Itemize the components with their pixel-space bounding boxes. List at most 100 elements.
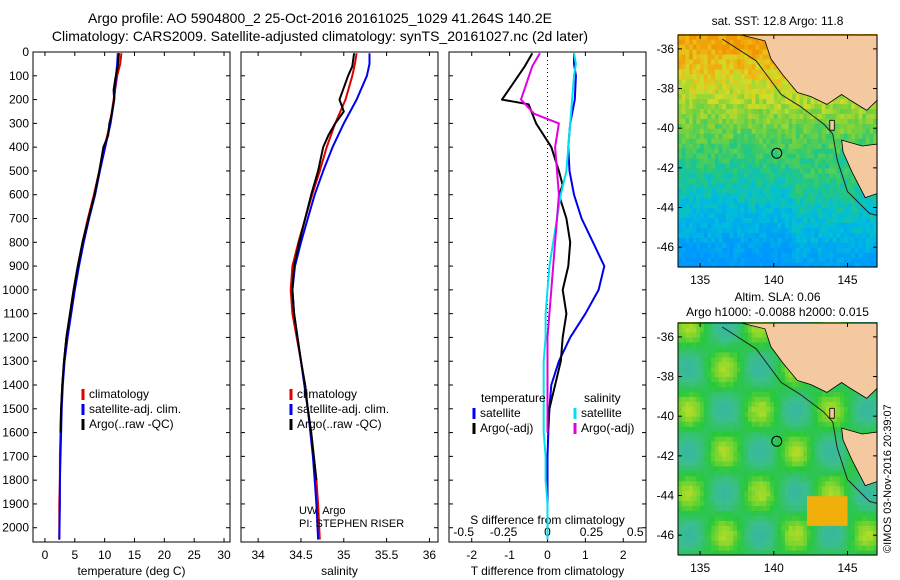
y-tick-label: 600 — [9, 188, 29, 202]
x-axis-label: temperature (deg C) — [77, 564, 185, 578]
legend-label: Argo(-adj) — [581, 421, 634, 435]
y-tick-label: 1300 — [2, 354, 29, 368]
x-tick-label: 5 — [71, 548, 78, 562]
map-y-tick-label: -44 — [657, 489, 675, 503]
legend-label: satellite-adj. clim. — [89, 402, 181, 416]
map-y-tick-label: -40 — [657, 409, 675, 423]
series-line-2-2 — [542, 53, 577, 540]
legend-label: satellite — [581, 406, 622, 420]
map-frame-0 — [677, 34, 878, 268]
legend-label: satellite-adj. clim. — [297, 402, 389, 416]
legend-label: Argo(..raw -QC) — [89, 417, 174, 431]
series-line-2-1 — [501, 52, 572, 433]
map-y-tick-label: -36 — [657, 330, 675, 344]
annotation-text: PI: STEPHEN RISER — [299, 518, 404, 530]
series-line-2-3 — [520, 52, 560, 433]
y-tick-label: 100 — [9, 69, 29, 83]
x-tick-label: 15 — [128, 548, 142, 562]
legend-label: satellite — [480, 406, 521, 420]
s-diff-tick-label: 0.5 — [627, 525, 644, 539]
x-tick-label: 0 — [42, 548, 49, 562]
copyright-text: ©IMOS 03-Nov-2016 20:39:07 — [882, 404, 894, 553]
s-diff-tick-label: -0.25 — [490, 525, 518, 539]
map-field-0 — [678, 34, 878, 268]
sla-map-title: Altim. SLA: 0.06 — [734, 290, 820, 304]
map-y-tick-label: -36 — [657, 42, 675, 56]
y-tick-label: 1000 — [2, 283, 29, 297]
x-tick-label: -1 — [504, 548, 515, 562]
legend-title: salinity — [584, 391, 621, 405]
y-tick-label: 1900 — [2, 497, 29, 511]
x-tick-label: 34 — [251, 548, 265, 562]
map-x-tick-label: 145 — [838, 561, 858, 575]
y-tick-label: 1800 — [2, 473, 29, 487]
land-king-island — [829, 119, 835, 131]
map-x-tick-label: 140 — [764, 273, 784, 287]
annotation-text: UW, Argo — [299, 505, 345, 517]
series-line-1-2 — [291, 53, 356, 481]
shelf-contour — [721, 326, 878, 504]
series-line-0-2 — [59, 53, 120, 433]
y-tick-label: 400 — [9, 140, 29, 154]
land-tasmania — [841, 427, 878, 487]
map-x-tick-label: 145 — [838, 273, 858, 287]
x-axis-label: salinity — [321, 564, 358, 578]
x-tick-label: -2 — [466, 548, 477, 562]
y-tick-label: 2000 — [2, 521, 29, 535]
shelf-contour — [721, 38, 878, 216]
map-y-tick-label: -46 — [657, 528, 675, 542]
land-king-island — [829, 407, 835, 419]
land-tasmania — [841, 139, 878, 199]
y-tick-label: 1400 — [2, 378, 29, 392]
x-tick-label: 35 — [337, 548, 351, 562]
y-tick-label: 700 — [9, 212, 29, 226]
y-tick-label: 900 — [9, 259, 29, 273]
map-y-tick-label: -38 — [657, 82, 675, 96]
legend-label: climatology — [89, 387, 149, 401]
x-tick-label: 34.5 — [289, 548, 313, 562]
map-frame-1 — [677, 322, 878, 556]
map-y-tick-label: -42 — [657, 161, 675, 175]
y-tick-label: 1600 — [2, 426, 29, 440]
y-tick-label: 1700 — [2, 449, 29, 463]
s-diff-tick-label: -0.5 — [453, 525, 474, 539]
y-tick-label: 1200 — [2, 330, 29, 344]
map-y-tick-label: -46 — [657, 240, 675, 254]
x-tick-label: 1 — [582, 548, 589, 562]
x-axis-label: T difference from climatology — [471, 564, 625, 578]
map-y-tick-label: -42 — [657, 449, 675, 463]
argo-position-marker — [771, 147, 783, 159]
y-tick-label: 800 — [9, 235, 29, 249]
x-tick-label: 0 — [544, 548, 551, 562]
x-tick-label: 2 — [620, 548, 627, 562]
x-tick-label: 35.5 — [375, 548, 399, 562]
legend-title: temperature — [481, 391, 546, 405]
y-tick-label: 1500 — [2, 402, 29, 416]
series-line-2-0 — [546, 53, 606, 540]
map-y-tick-label: -38 — [657, 370, 675, 384]
y-tick-label: 300 — [9, 116, 29, 130]
map-x-tick-label: 135 — [690, 273, 710, 287]
y-tick-label: 200 — [9, 93, 29, 107]
y-tick-label: 0 — [22, 45, 29, 59]
x-tick-label: 20 — [158, 548, 172, 562]
map-y-tick-label: -40 — [657, 121, 675, 135]
legend-label: Argo(-adj) — [480, 421, 533, 435]
map-x-tick-label: 140 — [764, 561, 784, 575]
x-tick-label: 30 — [217, 548, 231, 562]
profile-panel-frame-1 — [240, 51, 439, 543]
figure-title-line1: Argo profile: AO 5904800_2 25-Oct-2016 2… — [88, 10, 552, 26]
argo-position-marker — [771, 435, 783, 447]
x-tick-label: 10 — [98, 548, 112, 562]
y-tick-label: 500 — [9, 164, 29, 178]
s-diff-tick-label: 0.25 — [580, 525, 604, 539]
x-tick-label: 25 — [188, 548, 202, 562]
sst-map-title: sat. SST: 12.8 Argo: 11.8 — [712, 14, 844, 28]
map-x-tick-label: 135 — [690, 561, 710, 575]
map-y-tick-label: -44 — [657, 201, 675, 215]
x-tick-label: 36 — [423, 548, 437, 562]
legend-label: climatology — [297, 387, 357, 401]
legend-label: Argo(..raw -QC) — [297, 417, 382, 431]
figure-title-line2: Climatology: CARS2009. Satellite-adjuste… — [51, 28, 589, 44]
profile-panel-frame-0 — [32, 51, 231, 543]
